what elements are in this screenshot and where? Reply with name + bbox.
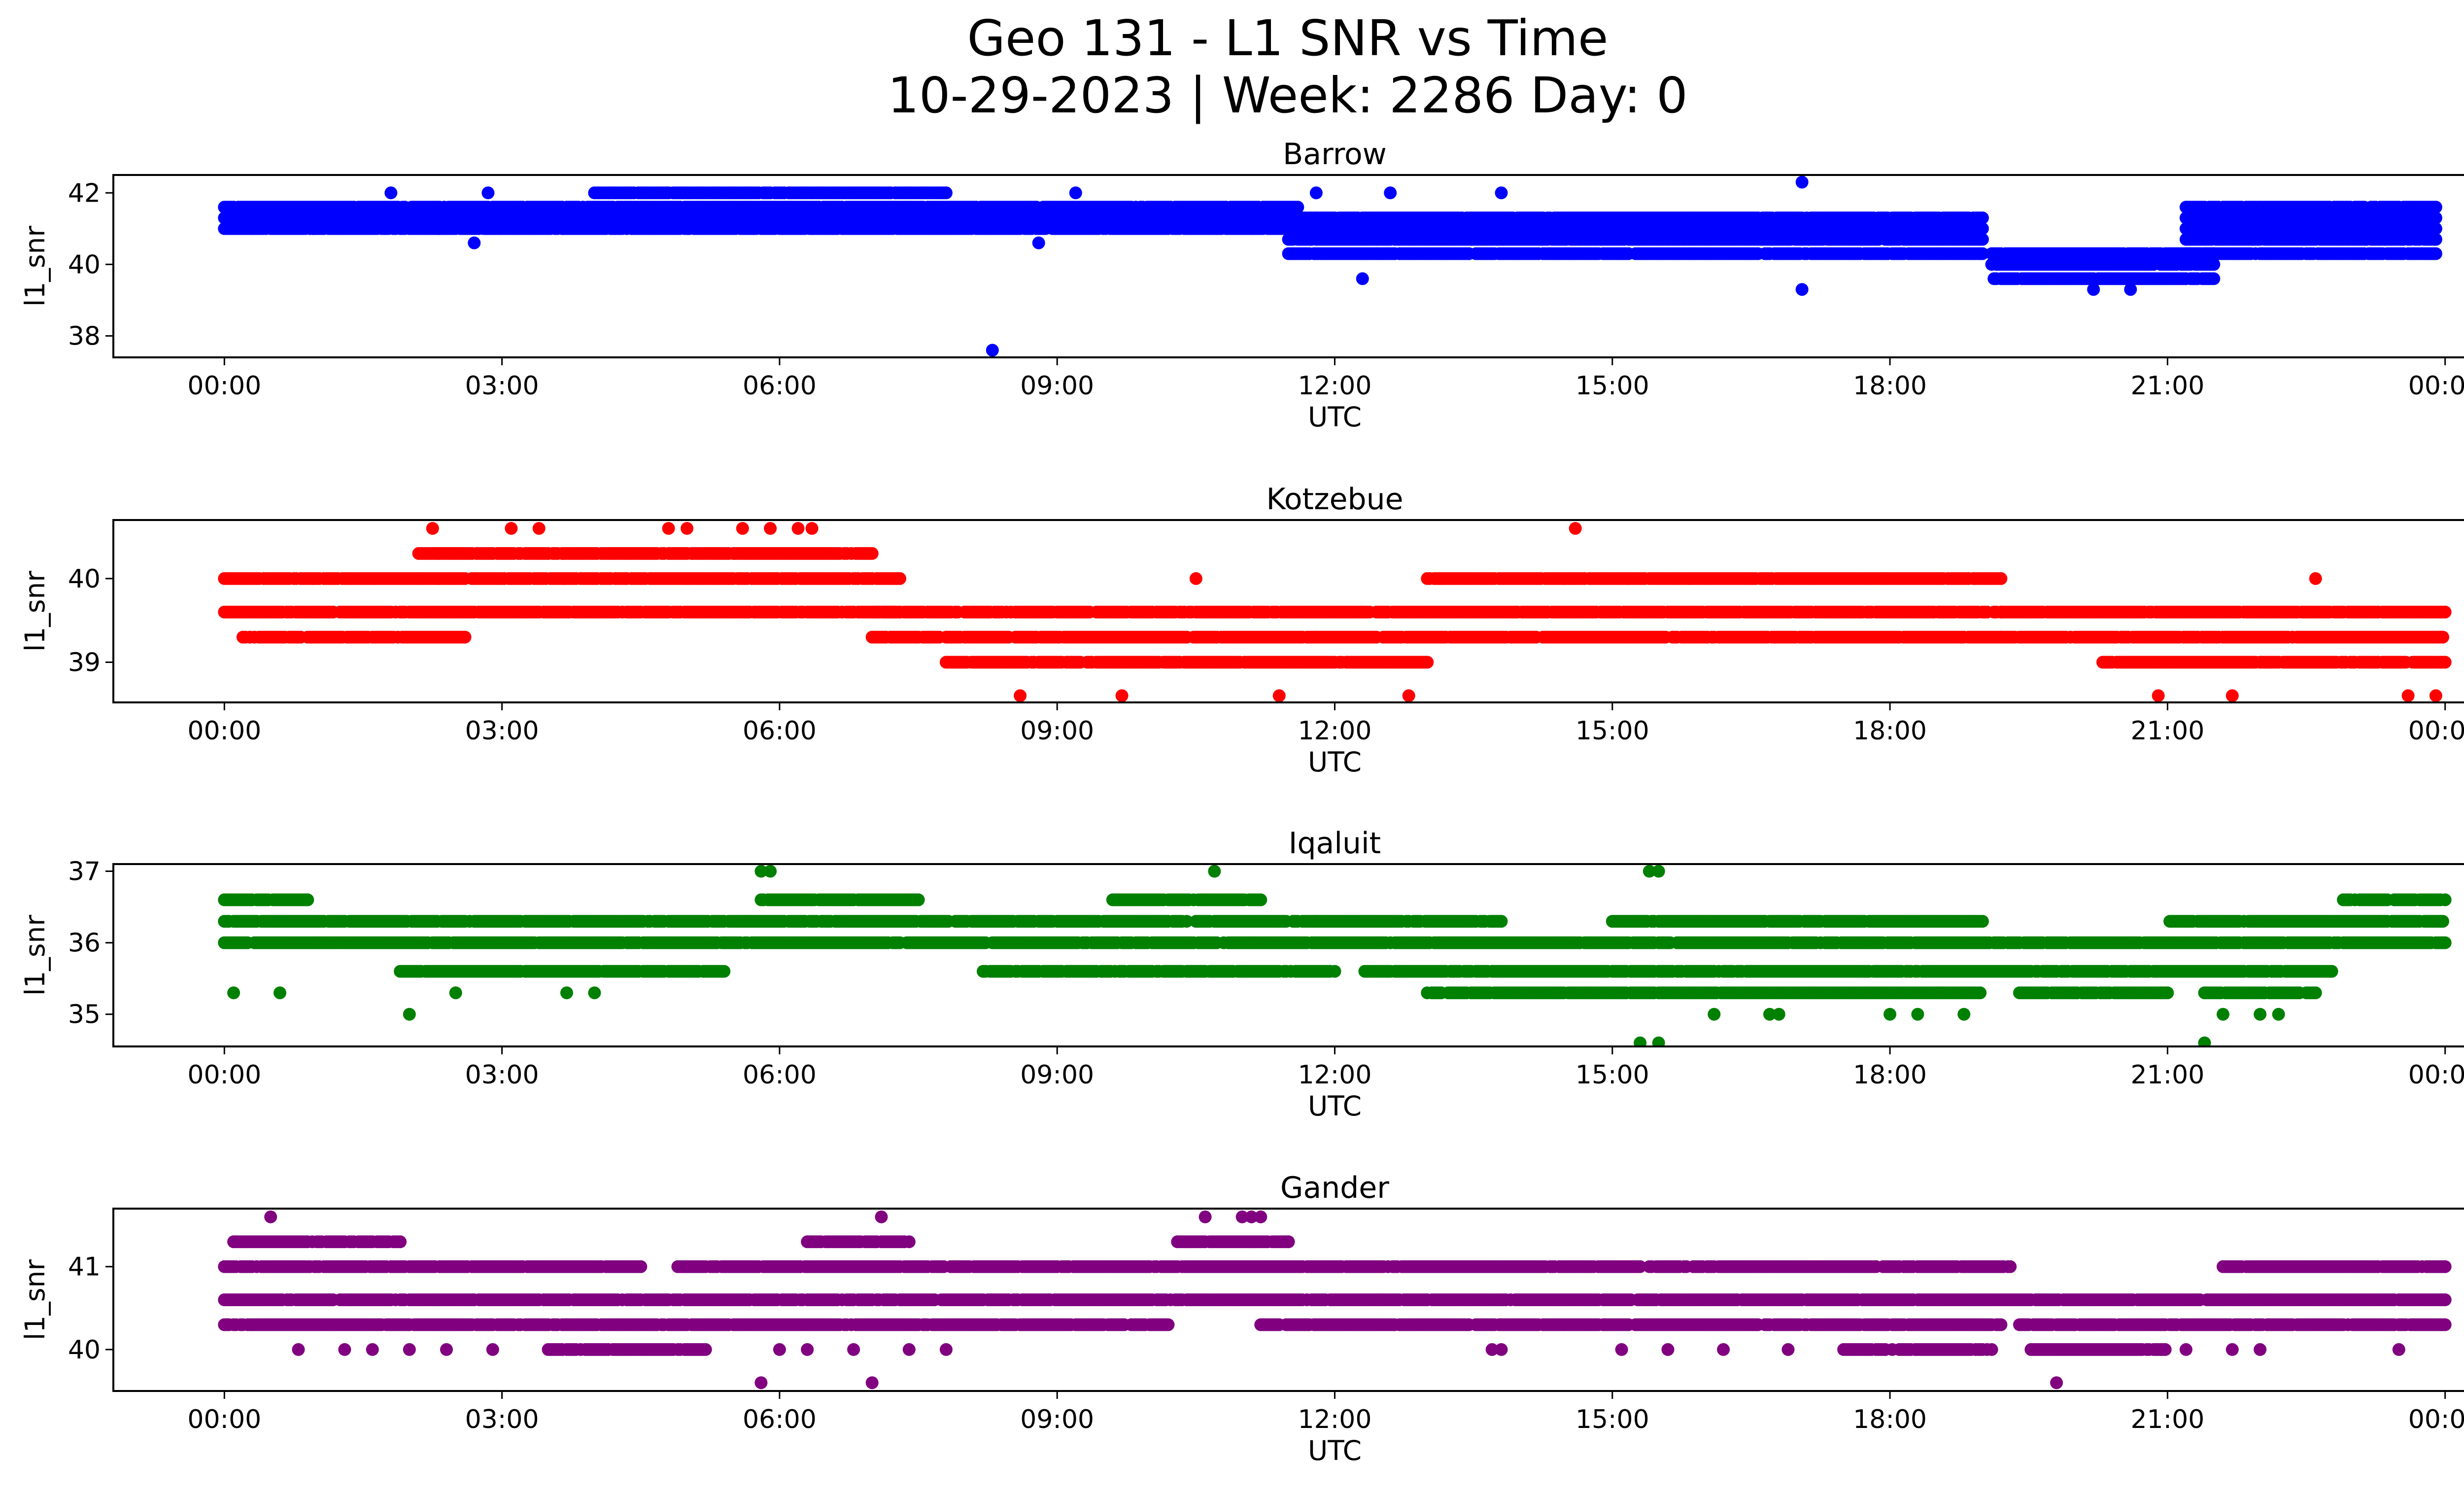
panel-title-kotzebue: Kotzebue: [1266, 482, 1403, 517]
y-axis-label: l1_snr: [19, 226, 51, 307]
data-point: [893, 572, 906, 585]
data-point: [1795, 175, 1809, 189]
y-tick-label: 42: [68, 178, 101, 208]
data-point: [384, 186, 398, 200]
x-tick-label: 00:00: [187, 371, 261, 401]
figure-title-line1: Geo 131 - L1 SNR vs Time: [967, 9, 1608, 67]
data-point: [1976, 222, 1989, 235]
x-tick-label: 15:00: [1575, 371, 1649, 401]
data-point: [2429, 247, 2442, 260]
data-point: [1384, 186, 1397, 200]
y-tick-label: 38: [68, 321, 101, 351]
data-point: [468, 236, 481, 249]
data-point: [1356, 272, 1369, 285]
panels: Barrow 00:00 03:00 06:00 09:00 12:00 15:00 18:0…: [19, 137, 2464, 1466]
data-point: [2207, 258, 2221, 271]
data-point: [986, 344, 999, 357]
data-point: [2429, 211, 2442, 225]
data-point: [865, 547, 879, 560]
figure-title-line2: 10-29-2023 | Week: 2286 Day: 0: [888, 67, 1687, 124]
x-tick-label: 06:00: [743, 371, 817, 401]
data-point: [1032, 236, 1045, 249]
data-point: [2429, 233, 2442, 246]
x-tick-label: 21:00: [2130, 371, 2204, 401]
panel-barrow: Barrow 00:00 03:00 06:00 09:00 12:00 15:00 18:0…: [19, 137, 2464, 433]
data-point: [2124, 283, 2137, 296]
data-point: [2429, 201, 2442, 214]
data-point: [1069, 186, 1082, 200]
y-tick-label: 40: [68, 250, 101, 279]
data-point: [939, 186, 953, 200]
data-point: [1976, 247, 1989, 260]
data-point: [2429, 222, 2442, 235]
data-point: [1291, 201, 1304, 214]
data-point: [1976, 233, 1989, 246]
panel-title-barrow: Barrow: [1283, 137, 1387, 172]
x-tick-label: 00:00: [2408, 371, 2464, 401]
data-point: [1795, 283, 1809, 296]
x-tick-label: 18:00: [1853, 371, 1927, 401]
data-point: [2087, 283, 2100, 296]
data-point: [1495, 186, 1508, 200]
x-axis-label: UTC: [1308, 401, 1362, 433]
data-point: [2207, 272, 2221, 285]
x-tick-label: 12:00: [1298, 371, 1372, 401]
series-kotzebue: [218, 522, 2452, 702]
data-point: [458, 630, 472, 644]
x-tick-label: 09:00: [1020, 371, 1094, 401]
data-point: [481, 186, 495, 200]
x-tick-label: 03:00: [465, 371, 539, 401]
data-point: [1309, 186, 1323, 200]
data-point: [1976, 211, 1989, 225]
series-barrow: [218, 175, 2442, 357]
